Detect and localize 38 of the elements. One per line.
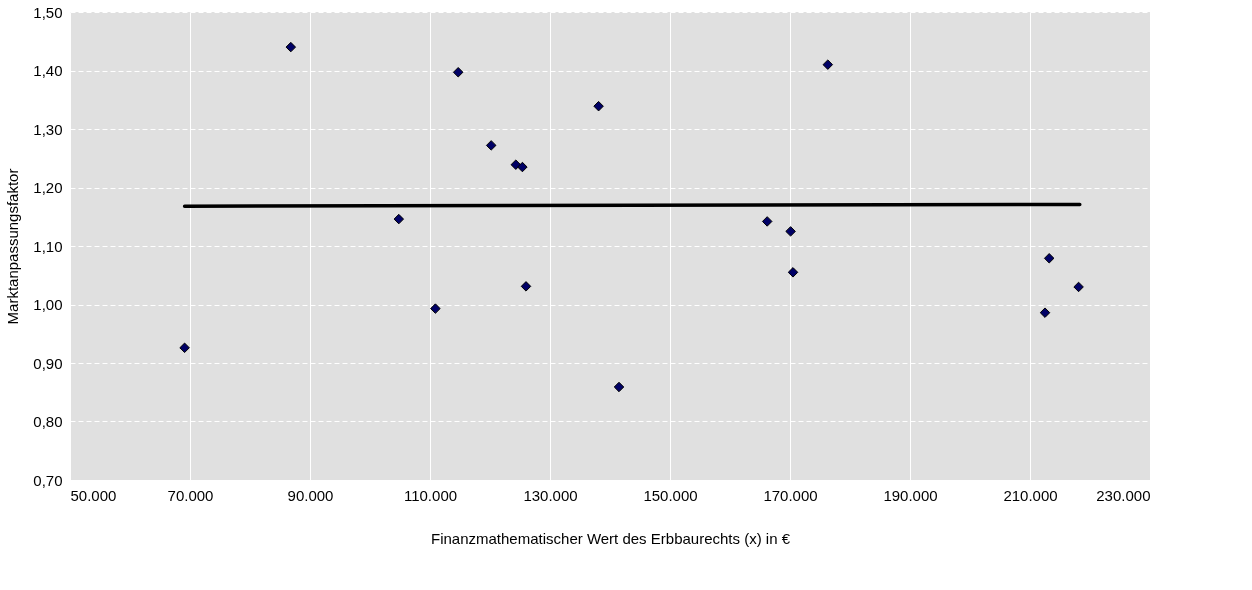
- point: [179, 342, 190, 354]
- point: [1073, 281, 1084, 293]
- x-tick-label: 110.000: [403, 486, 458, 504]
- y-tick-label: 1,20: [33, 179, 63, 196]
- x-tick-label: 90.000: [287, 486, 334, 504]
- point: [785, 226, 796, 237]
- y-tick-label: 1,10: [33, 237, 63, 255]
- point: [1039, 307, 1051, 318]
- x-tick-label: 190.000: [883, 486, 938, 504]
- point: [517, 161, 528, 173]
- x-tick-label: 210.000: [1003, 486, 1058, 504]
- y-tick-label: 0,80: [33, 413, 63, 430]
- point: [485, 140, 497, 151]
- y-tick-label: 1,30: [33, 120, 63, 138]
- x-tick-label: 130.000: [523, 486, 578, 504]
- point: [520, 281, 532, 292]
- point: [822, 59, 834, 70]
- y-axis-title: Marktanpassungsfaktor: [4, 168, 22, 325]
- x-tick-label: 170.000: [763, 486, 818, 504]
- point: [761, 216, 773, 227]
- point: [613, 381, 625, 393]
- y-tick-label: 0,90: [33, 354, 63, 372]
- x-axis-title: Finanzmathematischer Wert des Erbbaurechts (x) in €: [430, 529, 791, 547]
- y-tick-label: 0,70: [33, 471, 63, 489]
- point: [452, 67, 464, 78]
- point: [285, 41, 297, 53]
- y-tick-label: 1,50: [33, 3, 63, 21]
- point: [787, 267, 799, 278]
- x-tick-label: 50.000: [70, 486, 117, 504]
- point: [393, 213, 405, 225]
- point: [593, 100, 604, 112]
- point: [1043, 253, 1055, 264]
- x-tick-label: 230.000: [1096, 486, 1151, 504]
- x-tick-label: 150.000: [643, 486, 698, 504]
- point: [430, 303, 441, 314]
- y-tick-label: 1,00: [33, 296, 63, 313]
- y-tick-label: 1,40: [33, 62, 63, 79]
- x-tick-label: 70.000: [167, 486, 214, 504]
